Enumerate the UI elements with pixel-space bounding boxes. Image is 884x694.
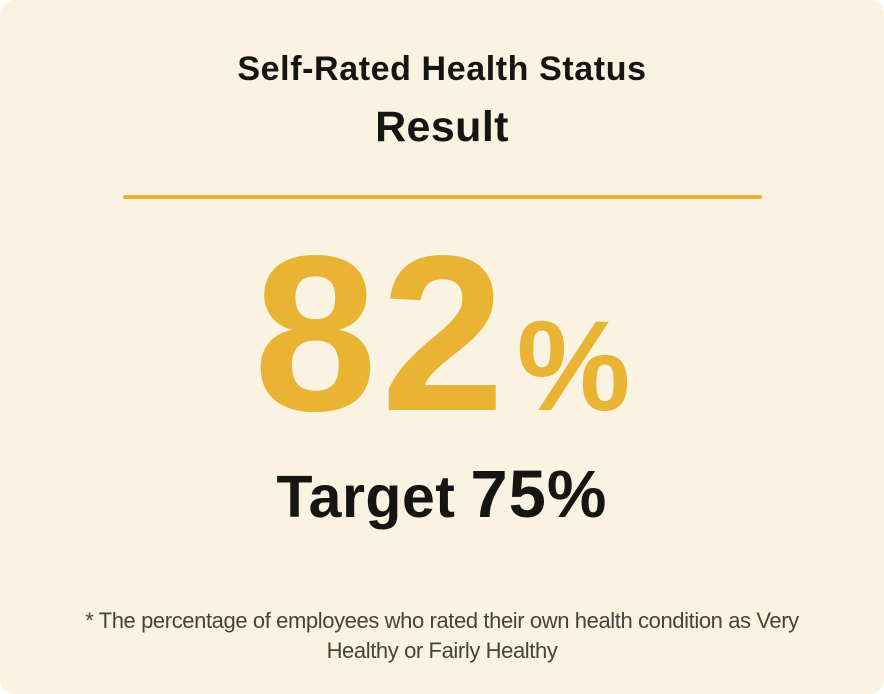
target-value: 75% [470,457,608,532]
footnote-line-1: * The percentage of employees who rated … [85,608,799,633]
result-stat: 82% [0,223,884,516]
card-title: Self-Rated Health Status [237,50,647,88]
divider-line [123,195,762,199]
footnote: * The percentage of employees who rated … [30,606,854,666]
result-percent-sign: % [516,295,631,438]
result-number: 82 [253,210,509,458]
footnote-line-2: Healthy or Fairly Healthy [326,638,558,663]
target-stat: Target 75% [0,461,884,546]
target-label: Target [276,464,456,530]
result-heading: Result [375,103,509,151]
